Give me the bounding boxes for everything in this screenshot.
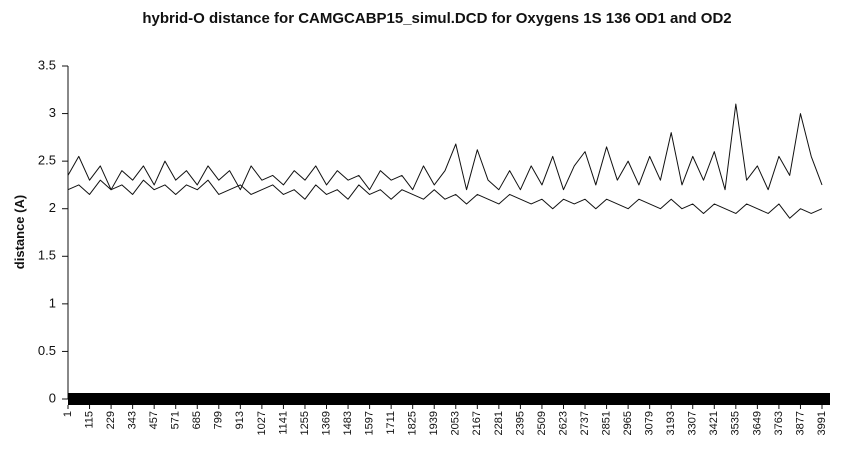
x-tick-label: 1483: [342, 411, 354, 435]
y-tick-label: 1: [49, 295, 56, 310]
x-tick-label: 1711: [385, 411, 397, 435]
x-tick-label: 1255: [299, 411, 311, 435]
y-tick-label: 0.5: [38, 343, 56, 358]
x-tick-label: 571: [170, 411, 182, 429]
x-tick-label: 3079: [644, 411, 656, 435]
y-tick-label: 2.5: [38, 153, 56, 168]
x-tick-label: 2281: [493, 411, 505, 435]
y-axis-label: distance (A): [12, 195, 27, 269]
x-tick-label: 3421: [708, 411, 720, 435]
x-tick-label: 2167: [471, 411, 483, 435]
y-tick-label: 0: [49, 390, 56, 405]
x-tick-label: 685: [191, 411, 203, 429]
x-tick-label: 3649: [751, 411, 763, 435]
x-tick-label: 2965: [622, 411, 634, 435]
x-tick-label: 457: [148, 411, 160, 429]
x-tick-label: 913: [234, 411, 246, 429]
series-line: [67, 179, 823, 219]
x-tick-label: 3991: [816, 411, 828, 435]
x-tick-label: 799: [213, 411, 225, 429]
x-tick-label: 1: [62, 411, 74, 417]
x-tick-label: 3193: [665, 411, 677, 435]
x-tick-label: 2623: [557, 411, 569, 435]
y-tick-label: 3.5: [38, 57, 56, 72]
series-line: [67, 103, 823, 191]
x-tick-label: 1939: [428, 411, 440, 435]
x-tick-label: 2851: [600, 411, 612, 435]
x-tick-label: 2737: [579, 411, 591, 435]
y-tick-label: 1.5: [38, 248, 56, 263]
x-tick-label: 3307: [687, 411, 699, 435]
x-tick-label: 343: [127, 411, 139, 429]
x-tick-label: 1027: [256, 411, 268, 435]
chart-title: hybrid-O distance for CAMGCABP15_simul.D…: [142, 10, 731, 27]
x-tick-label: 1597: [364, 411, 376, 435]
x-tick-label: 115: [83, 411, 95, 429]
x-axis-bar: [68, 393, 830, 405]
x-tick-label: 3763: [773, 411, 785, 435]
y-tick-label: 3: [49, 105, 56, 120]
x-tick-label: 229: [105, 411, 117, 429]
x-tick-label: 1369: [320, 411, 332, 435]
x-tick-label: 2053: [450, 411, 462, 435]
x-tick-label: 1141: [277, 411, 289, 435]
x-tick-label: 2509: [536, 411, 548, 435]
x-tick-label: 3535: [730, 411, 742, 435]
x-tick-label: 3877: [794, 411, 806, 435]
y-tick-label: 2: [49, 200, 56, 215]
x-tick-label: 2395: [514, 411, 526, 435]
x-tick-label: 1825: [407, 411, 419, 435]
